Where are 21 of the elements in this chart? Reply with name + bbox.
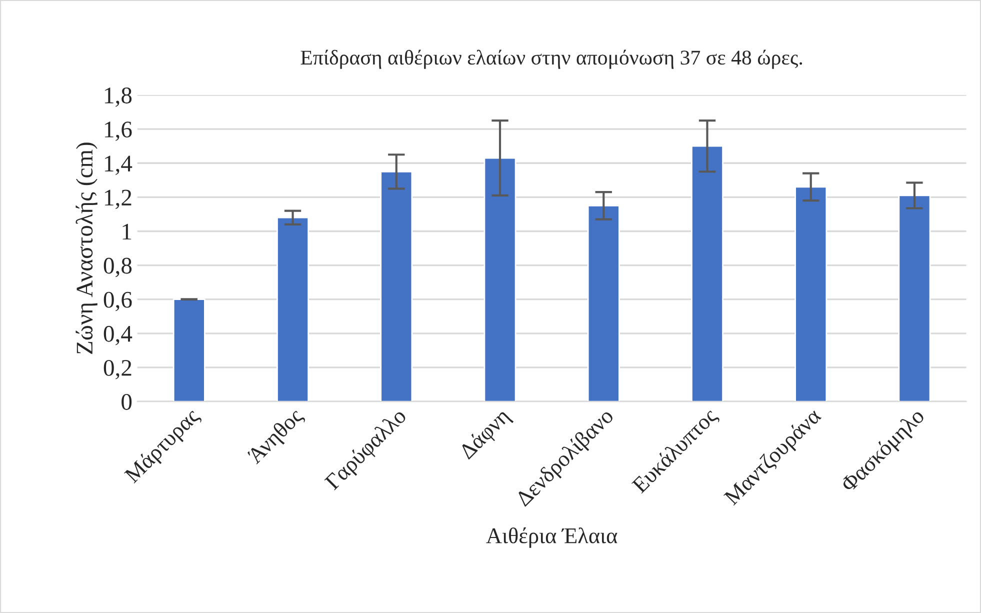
x-axis-title: Αιθέρια Έλαια: [486, 527, 618, 548]
y-tick-label: 1,6: [105, 122, 132, 141]
y-tick-label: 0,8: [104, 258, 132, 278]
bar: [380, 170, 413, 402]
y-tick-label: 1,8: [105, 88, 132, 107]
bar: [587, 205, 620, 402]
y-tick-label: 0,2: [104, 360, 132, 380]
bar: [794, 186, 828, 402]
bar: [484, 157, 516, 402]
y-axis-title: Ζώνη Αναστολής (cm): [76, 142, 98, 354]
chart-title: Επίδραση αιθέριων ελαίων στην απομόνωση 37 σε 48 ώρες.: [300, 50, 802, 69]
y-tick-label: 0: [122, 394, 132, 410]
bar: [898, 194, 931, 402]
y-tick-label: 1,4: [105, 156, 132, 175]
y-tick-label: 0,4: [104, 326, 132, 346]
y-tick-label: 0,6: [104, 292, 132, 312]
bar: [172, 298, 206, 402]
bar: [276, 216, 310, 402]
bar: [691, 145, 724, 402]
y-tick-label: 1: [122, 224, 132, 240]
y-tick-label: 1,2: [105, 190, 132, 210]
